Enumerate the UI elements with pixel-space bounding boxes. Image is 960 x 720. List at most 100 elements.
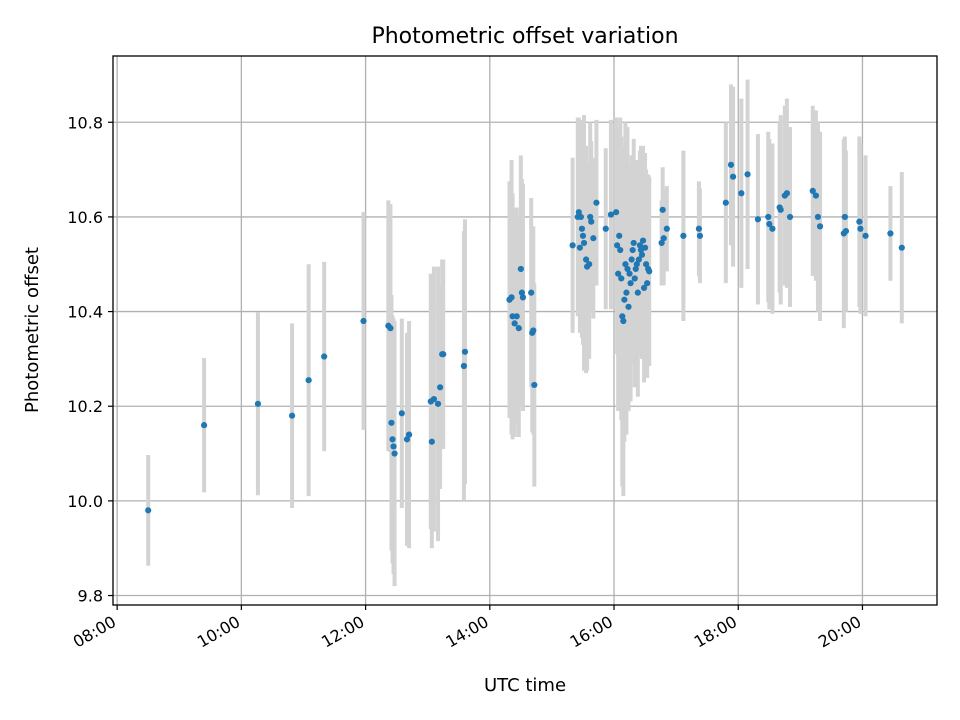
data-point xyxy=(766,220,773,228)
y-tick-label: 10.0 xyxy=(67,492,103,511)
data-point xyxy=(658,239,665,247)
data-point xyxy=(586,261,593,268)
data-point xyxy=(360,317,367,325)
y-tick-label: 10.4 xyxy=(67,303,103,322)
data-point xyxy=(631,275,638,282)
data-point xyxy=(625,303,632,310)
data-point xyxy=(593,199,600,206)
data-point xyxy=(754,216,762,223)
data-point xyxy=(388,419,395,426)
data-point xyxy=(612,209,620,216)
data-point xyxy=(440,351,447,358)
data-point xyxy=(638,251,646,258)
data-point xyxy=(727,161,735,168)
data-point xyxy=(579,232,587,239)
y-tick-label: 10.6 xyxy=(67,208,103,227)
data-point xyxy=(531,381,538,389)
data-point xyxy=(696,232,704,239)
data-point xyxy=(588,218,595,225)
data-point xyxy=(461,348,469,355)
data-point xyxy=(428,438,435,445)
data-point xyxy=(769,225,776,232)
data-point xyxy=(614,242,621,249)
data-point xyxy=(569,242,576,249)
data-point xyxy=(643,261,650,268)
data-point xyxy=(511,320,518,327)
data-point xyxy=(530,327,537,334)
data-point xyxy=(765,213,772,221)
data-point xyxy=(812,192,819,199)
data-point xyxy=(460,362,468,370)
data-point xyxy=(288,412,296,419)
data-point xyxy=(621,296,628,303)
data-point xyxy=(786,213,794,221)
data-point xyxy=(578,225,586,232)
data-point xyxy=(809,187,816,194)
data-point xyxy=(898,244,905,251)
data-point xyxy=(624,265,631,273)
data-point xyxy=(729,173,737,180)
data-point xyxy=(390,443,397,450)
data-point xyxy=(856,218,863,225)
data-point xyxy=(528,289,535,296)
data-point xyxy=(389,436,396,443)
data-point xyxy=(616,232,623,239)
data-point xyxy=(660,235,667,242)
data-point xyxy=(629,246,636,254)
data-point xyxy=(722,199,729,206)
data-point xyxy=(887,230,894,237)
data-point xyxy=(587,213,594,221)
data-point xyxy=(680,232,687,239)
data-point xyxy=(305,377,312,384)
data-point xyxy=(517,265,524,273)
data-point xyxy=(862,232,869,239)
data-point xyxy=(641,244,649,251)
data-point xyxy=(622,261,629,268)
y-tick-label: 10.8 xyxy=(67,113,103,132)
data-point xyxy=(580,239,588,247)
data-point xyxy=(602,225,609,232)
data-point xyxy=(618,275,625,282)
data-point xyxy=(646,268,653,275)
data-point xyxy=(576,244,583,251)
y-axis-label: Photometric offset xyxy=(22,247,43,413)
data-point xyxy=(577,213,584,221)
data-point xyxy=(582,256,590,263)
data-point xyxy=(777,206,784,213)
data-point xyxy=(391,450,398,457)
data-point xyxy=(590,235,597,242)
data-point xyxy=(632,265,639,273)
data-point xyxy=(508,294,515,301)
data-point xyxy=(636,242,644,249)
data-point xyxy=(857,225,864,232)
data-point xyxy=(430,396,438,403)
data-point xyxy=(575,209,582,216)
data-point xyxy=(630,239,637,247)
data-point xyxy=(635,256,642,263)
data-point xyxy=(628,256,635,263)
data-point xyxy=(405,431,413,438)
data-point xyxy=(623,289,630,296)
data-point xyxy=(659,206,666,213)
data-point xyxy=(519,294,527,301)
data-point xyxy=(816,223,824,230)
data-point xyxy=(620,317,627,325)
data-point xyxy=(619,313,626,320)
data-point xyxy=(644,280,651,287)
data-point xyxy=(627,280,634,287)
data-point xyxy=(634,289,641,296)
data-point xyxy=(841,213,848,221)
data-point xyxy=(387,325,394,332)
chart-title: Photometric offset variation xyxy=(371,24,678,49)
data-point xyxy=(434,400,442,407)
data-point xyxy=(663,225,670,232)
data-point xyxy=(254,400,262,407)
data-point xyxy=(321,353,328,360)
data-point xyxy=(437,384,444,391)
grid-layer xyxy=(113,56,937,605)
data-point xyxy=(145,507,152,514)
data-point xyxy=(640,284,648,292)
data-point xyxy=(744,171,751,178)
plot-frame xyxy=(112,55,938,606)
